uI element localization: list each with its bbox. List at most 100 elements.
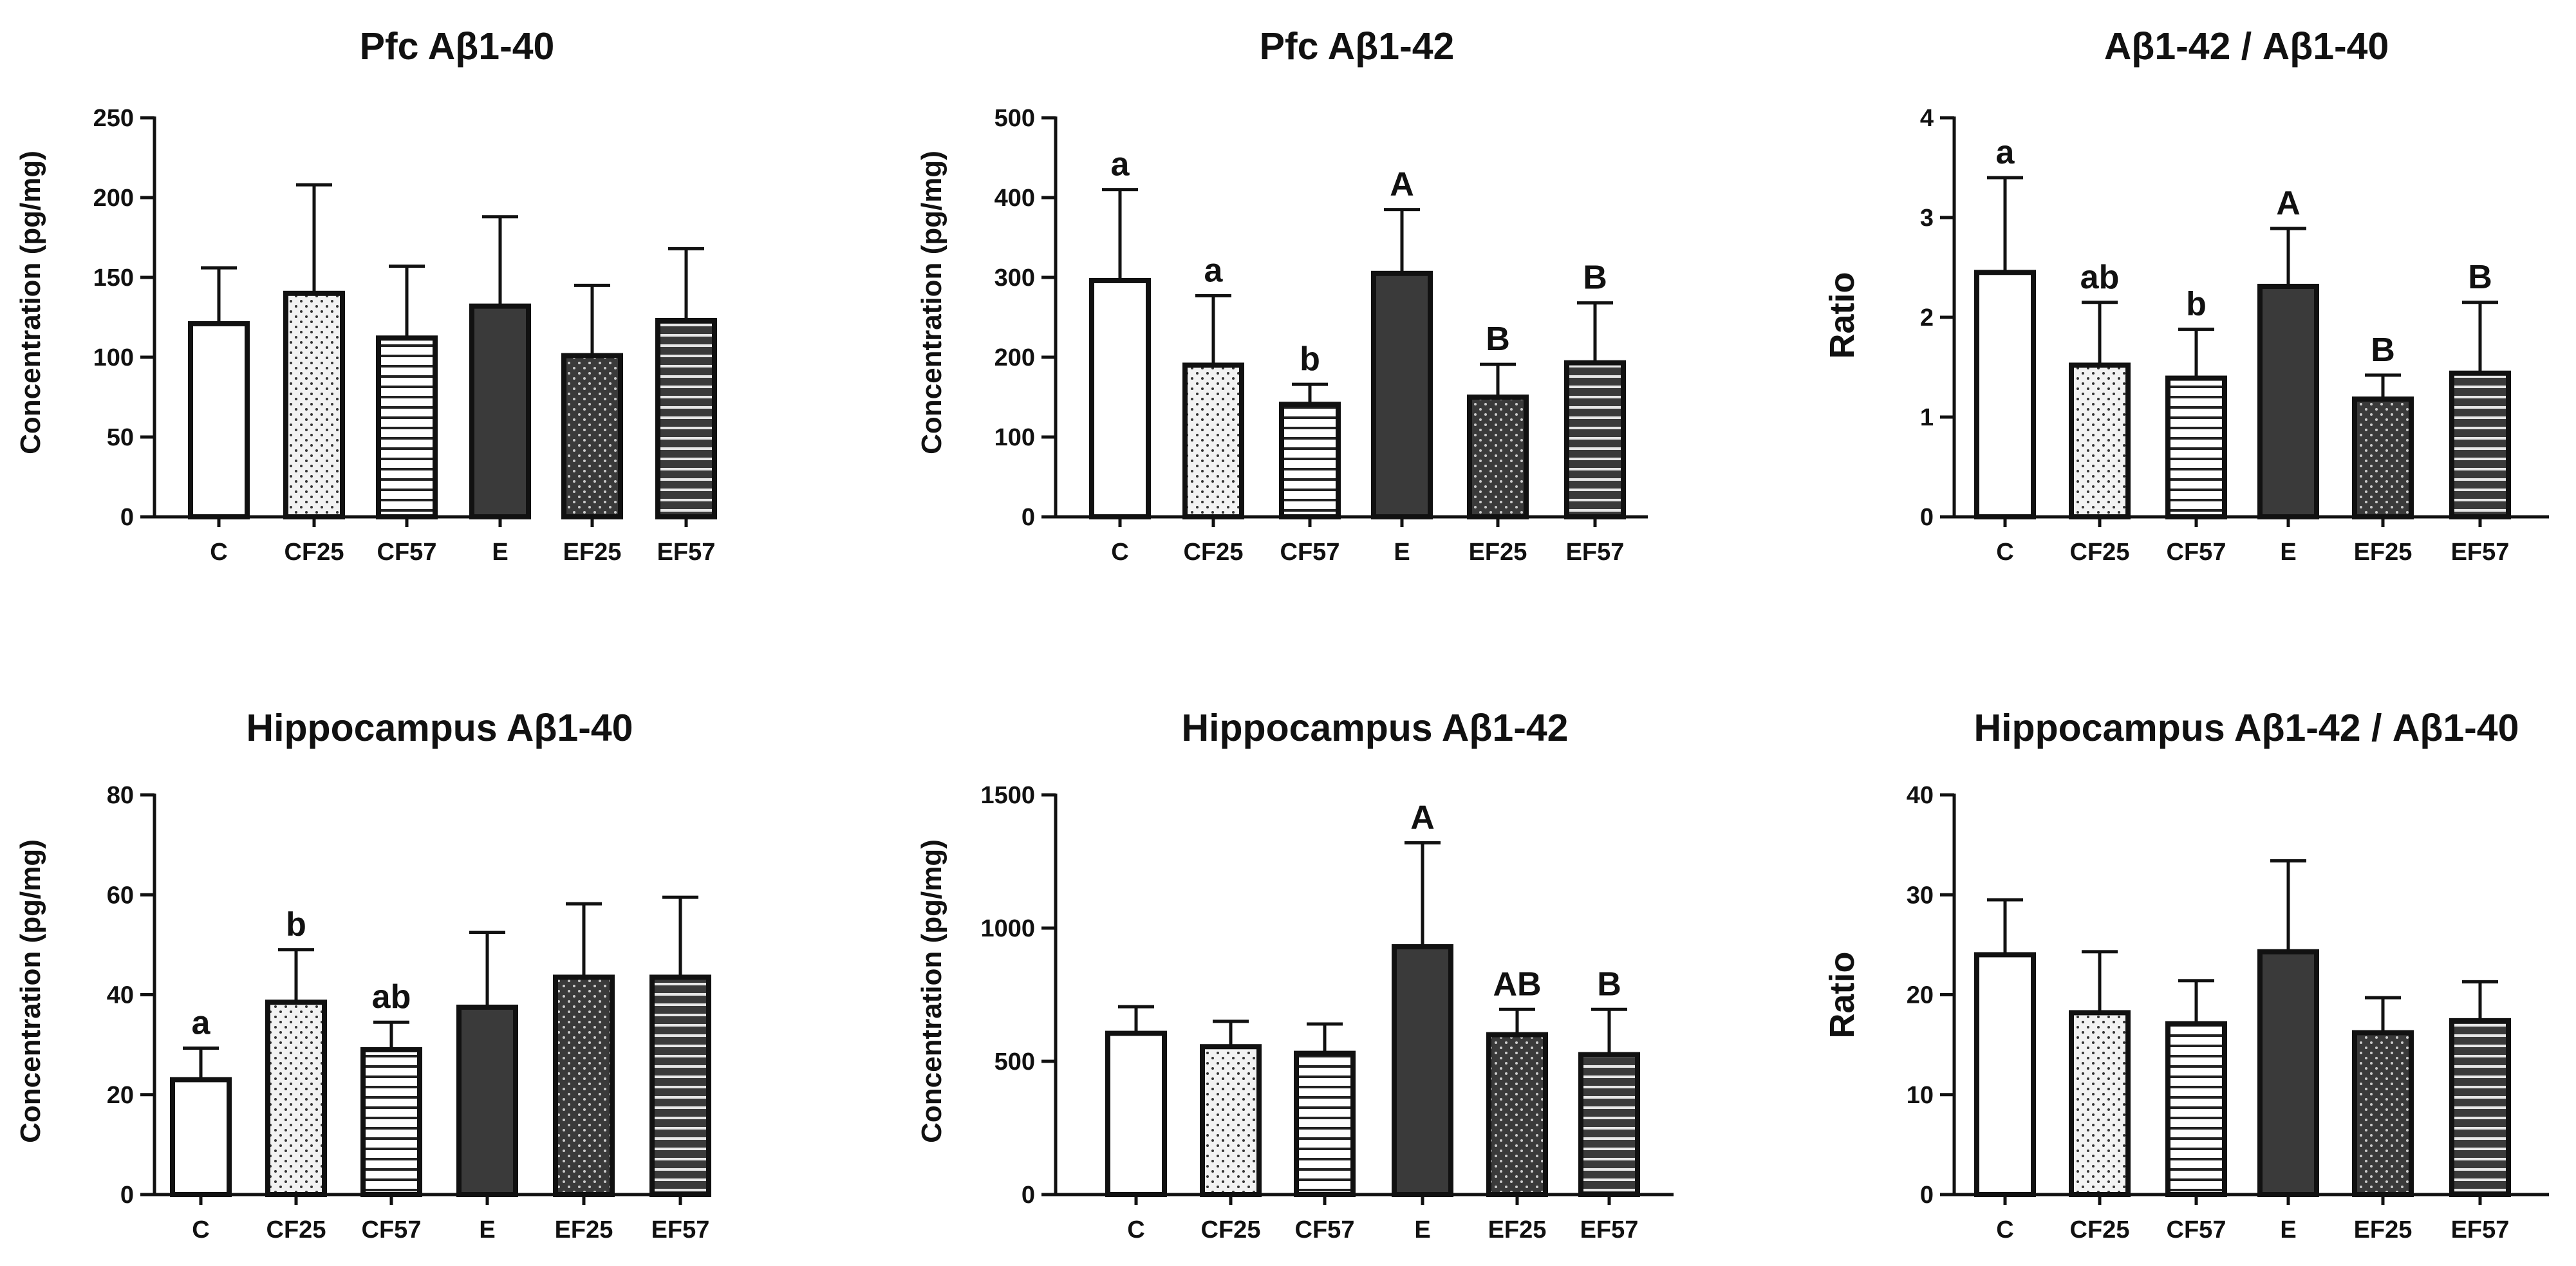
bar-e [1392, 944, 1453, 1197]
significance-letter: A [1390, 166, 1414, 203]
bar-ef57 [649, 974, 711, 1198]
bar-cf25 [2069, 362, 2131, 520]
bar-ef25 [1486, 1032, 1548, 1197]
chart-panel: Pfc Aβ1-42 Concentration (pg/mg) 0 100 200 30… [916, 25, 1648, 566]
y-tick-label: 0 [1920, 504, 1934, 531]
bar-e [2257, 949, 2319, 1198]
bar-cf57 [1279, 402, 1341, 519]
x-tick-label: EF25 [563, 539, 622, 566]
x-tick-label: E [492, 539, 508, 566]
chart-panel: Hippocampus Aβ1-42 Concentration (pg/mg) 0… [916, 707, 1674, 1243]
chart-title: Hippocampus Aβ1-40 [246, 707, 633, 749]
significance-letter: ab [2080, 259, 2120, 296]
x-tick-label: EF25 [1469, 539, 1527, 566]
y-axis-label: Concentration (pg/mg) [916, 839, 947, 1143]
x-tick-label: E [2280, 539, 2296, 566]
bar-ef57 [655, 317, 717, 519]
bar-cf57 [2165, 1021, 2227, 1197]
bar-ef57 [2449, 370, 2511, 519]
bar-c [1974, 952, 2036, 1198]
y-axis-label: Ratio [1823, 272, 1862, 359]
bar-c [170, 1077, 232, 1198]
bar-ef25 [561, 353, 623, 520]
y-tick-label: 300 [994, 265, 1035, 292]
significance-letter: b [2186, 286, 2207, 323]
x-tick-label: EF57 [2451, 1216, 2510, 1243]
significance-letter: A [1410, 799, 1435, 837]
y-tick-label: 250 [93, 105, 134, 132]
x-tick-label: EF57 [1580, 1216, 1639, 1243]
y-tick-label: 100 [93, 344, 134, 371]
y-axis-label: Ratio [1823, 952, 1862, 1039]
significance-letter: A [2276, 185, 2301, 222]
bar-e [469, 303, 531, 519]
bar-cf57 [360, 1047, 422, 1197]
x-tick-label: E [479, 1216, 495, 1243]
bar-ef57 [1564, 360, 1626, 519]
x-tick-label: CF25 [2070, 539, 2130, 566]
significance-letter: ab [372, 978, 411, 1016]
x-tick-label: C [210, 539, 227, 566]
x-tick-label: C [192, 1216, 209, 1243]
x-tick-label: C [1996, 539, 2013, 566]
significance-letter: B [1486, 321, 1510, 358]
y-tick-label: 80 [107, 782, 134, 809]
x-tick-label: CF57 [2167, 1216, 2226, 1243]
y-tick-label: 0 [120, 1182, 134, 1209]
x-tick-label: E [1414, 1216, 1430, 1243]
y-tick-label: 500 [994, 1048, 1035, 1075]
chart-panel: Hippocampus Aβ1-42 / Aβ1-40 Ratio 0 10 20 30 4… [1823, 707, 2549, 1243]
x-tick-label: CF57 [1295, 1216, 1355, 1243]
x-tick-label: CF57 [2167, 539, 2226, 566]
y-axis-label: Concentration (pg/mg) [15, 151, 46, 454]
x-tick-label: C [1111, 539, 1128, 566]
significance-letter: AB [1493, 965, 1541, 1003]
bar-c [1974, 270, 2036, 519]
y-tick-label: 400 [994, 185, 1035, 212]
bar-c [1105, 1030, 1167, 1198]
bar-ef25 [1467, 395, 1529, 519]
y-tick-label: 500 [994, 105, 1035, 132]
y-tick-label: 0 [1920, 1182, 1934, 1209]
chart-title: Pfc Aβ1-40 [360, 25, 555, 68]
x-tick-label: C [1127, 1216, 1144, 1243]
x-tick-label: CF25 [266, 1216, 326, 1243]
x-tick-label: CF57 [377, 539, 437, 566]
significance-letter: B [1597, 965, 1621, 1003]
significance-letter: b [286, 906, 306, 944]
bar-ef25 [2352, 396, 2414, 519]
x-tick-label: CF25 [2070, 1216, 2130, 1243]
significance-letter: B [2371, 331, 2395, 369]
y-tick-label: 4 [1920, 105, 1934, 132]
y-tick-label: 1500 [980, 782, 1035, 809]
significance-letter: B [2468, 259, 2492, 296]
chart-panel: Aβ1-42 / Aβ1-40 Ratio 0 1 2 3 4 Ca CF25 ab CF57 b E A… [1823, 25, 2549, 566]
bar-cf57 [376, 335, 438, 519]
y-tick-label: 40 [1907, 782, 1934, 809]
y-axis-label: Concentration (pg/mg) [916, 151, 947, 454]
y-tick-label: 200 [994, 344, 1035, 371]
chart-title: Pfc Aβ1-42 [1260, 25, 1455, 68]
y-tick-label: 0 [120, 504, 134, 531]
x-tick-label: CF57 [362, 1216, 422, 1243]
x-tick-label: C [1996, 1216, 2013, 1243]
bar-e [1371, 270, 1433, 519]
x-tick-label: EF25 [555, 1216, 613, 1243]
y-tick-label: 1 [1920, 404, 1934, 431]
chart-panel: Hippocampus Aβ1-40 Concentration (pg/mg) 0… [15, 707, 711, 1243]
bar-e [456, 1004, 518, 1197]
significance-letter: a [1204, 252, 1224, 290]
y-tick-label: 30 [1907, 882, 1934, 909]
x-tick-label: CF25 [1201, 1216, 1261, 1243]
bar-ef57 [2449, 1018, 2511, 1197]
bar-cf57 [2165, 375, 2227, 519]
y-tick-label: 2 [1920, 304, 1934, 331]
y-tick-label: 0 [1022, 504, 1035, 531]
y-tick-label: 20 [1907, 982, 1934, 1009]
significance-letter: a [1111, 146, 1130, 183]
y-tick-label: 0 [1022, 1182, 1035, 1209]
y-tick-label: 50 [107, 424, 134, 451]
y-tick-label: 60 [107, 882, 134, 909]
chart-title: Hippocampus Aβ1-42 / Aβ1-40 [1974, 707, 2519, 749]
